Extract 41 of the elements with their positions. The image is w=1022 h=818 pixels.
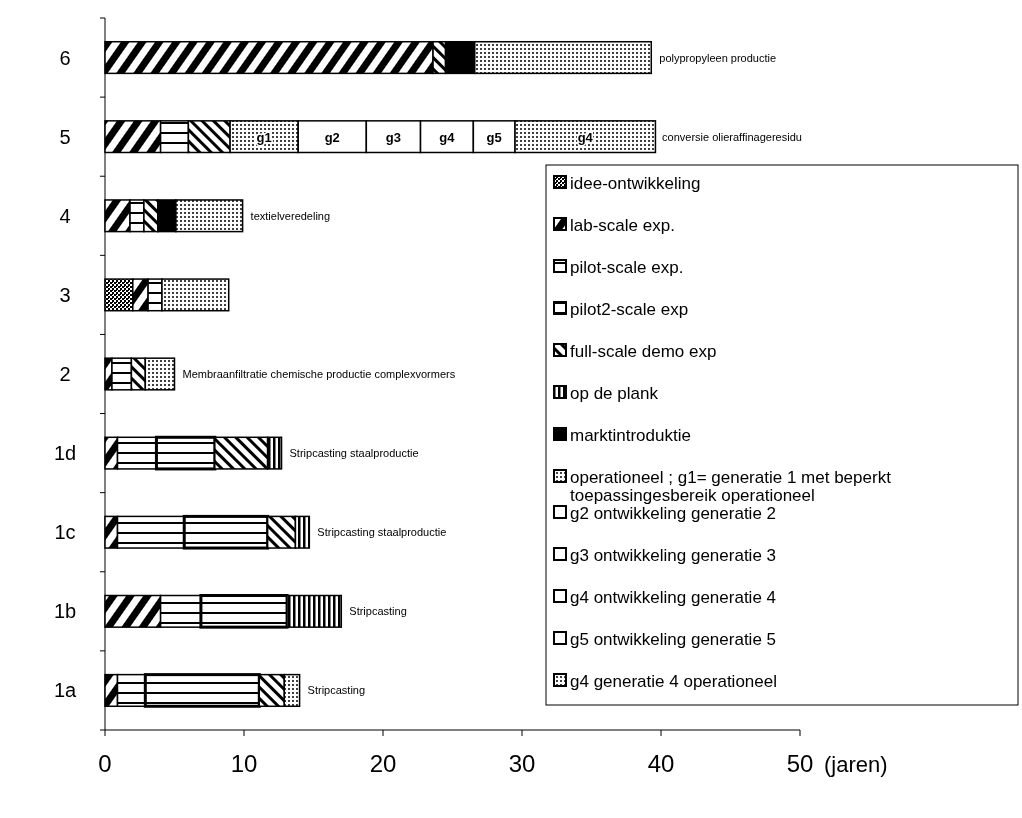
- legend-label: full-scale demo exp: [570, 341, 717, 361]
- legend-label: op de plank: [570, 383, 659, 403]
- y-tick-label: 5: [59, 125, 71, 148]
- data-label: g2: [324, 129, 340, 145]
- legend-label: g3 ontwikkeling generatie 3: [570, 545, 777, 565]
- y-tick-label: 6: [59, 46, 71, 69]
- annotation: textielveredeling: [250, 209, 331, 222]
- x-tick-label: 30: [508, 750, 536, 777]
- x-tick-label: 10: [230, 750, 258, 777]
- legend-label: g4 ontwikkeling generatie 4: [570, 587, 777, 607]
- annotation: Stripcasting staalproductie: [317, 526, 447, 539]
- annotation: Stripcasting: [307, 684, 366, 697]
- y-tick-label: 1b: [53, 600, 77, 623]
- data-label: g1: [256, 129, 272, 145]
- y-tick-label: 1d: [53, 442, 77, 465]
- legend-label: lab-scale exp.: [570, 215, 675, 235]
- x-axis-title: (jaren): [824, 752, 888, 777]
- y-tick-label: 3: [59, 283, 71, 306]
- y-tick-label: 1c: [54, 521, 76, 544]
- y-tick-label: 2: [59, 363, 71, 385]
- data-label: g5: [486, 129, 502, 145]
- legend-label: idee-ontwikkeling: [570, 173, 701, 193]
- legend-label: g4 generatie 4 operationeel: [570, 671, 777, 691]
- legend-label: marktintroduktie: [570, 425, 691, 445]
- legend-label: g5 ontwikkeling generatie 5: [570, 629, 777, 649]
- x-tick-label: 50: [786, 750, 814, 777]
- y-tick-label: 1a: [53, 679, 77, 702]
- x-tick-label: 0: [98, 750, 112, 777]
- data-label: g3: [385, 129, 402, 145]
- annotation: Stripcasting: [349, 605, 407, 618]
- annotation: conversie olieraffinageresidu: [662, 130, 802, 143]
- x-tick-label: 20: [369, 750, 397, 777]
- annotation: Membraanfiltratie chemische productie complexvormers: [182, 368, 456, 380]
- x-tick-label: 40: [647, 750, 675, 777]
- y-tick-label: 4: [59, 204, 71, 227]
- annotation: Stripcasting staalproductie: [289, 447, 419, 460]
- annotation: polypropyleen productie: [659, 51, 777, 64]
- legend-label: g2 ontwikkeling generatie 2: [570, 503, 777, 523]
- legend-label: pilot-scale exp.: [570, 257, 684, 277]
- legend-label: pilot2-scale exp: [570, 299, 689, 319]
- data-label: g4: [439, 129, 456, 145]
